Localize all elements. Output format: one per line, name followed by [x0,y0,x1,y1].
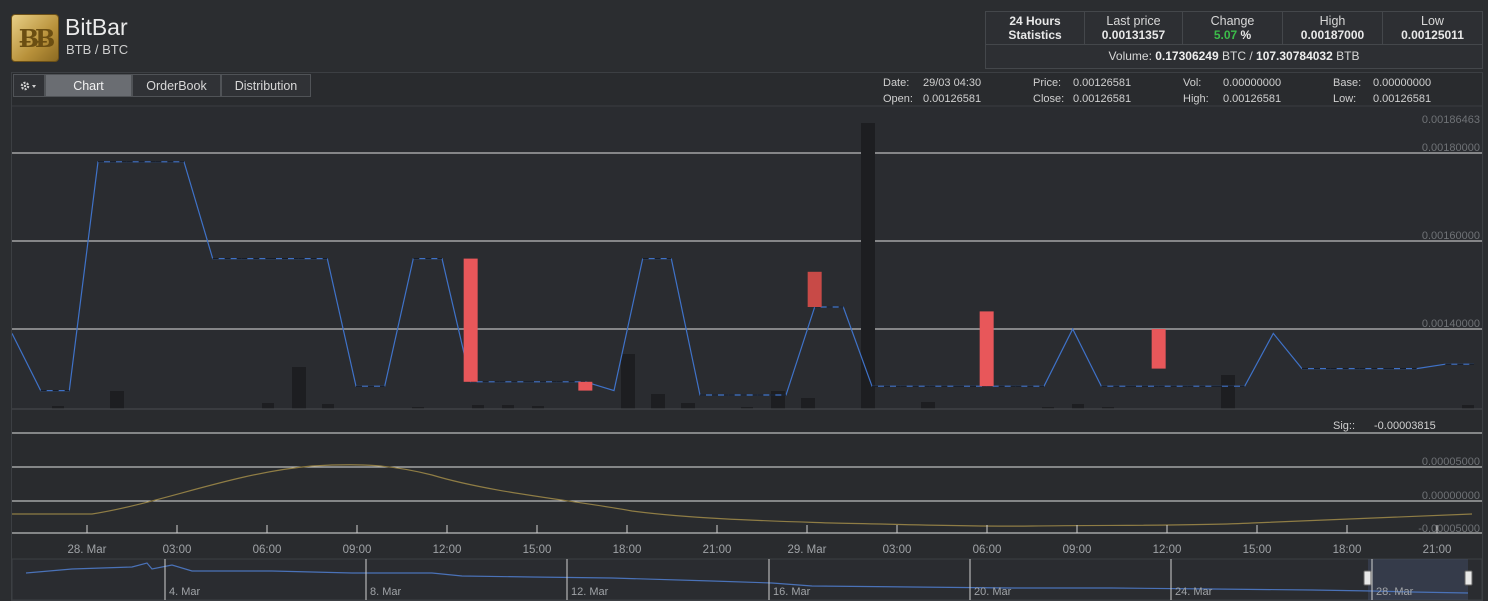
x-label: 18:00 [613,544,642,556]
sig-label: Sig:: [1333,420,1355,432]
x-label: 09:00 [1063,544,1092,556]
change-value: 5.07 [1213,28,1238,42]
tab-distribution[interactable]: Distribution [221,74,311,97]
tab-orderbook[interactable]: OrderBook [132,74,221,97]
x-label: 12:00 [433,544,462,556]
stat-low: Low 0.00125011 [1401,14,1464,42]
volume-bar [771,391,785,409]
app-title: BitBar [65,14,128,40]
volume-bar [472,405,484,409]
sig-line [12,464,1473,527]
ind-label-neg5: -0.00005000 [1418,523,1480,535]
info-price-close: Price: 0.00126581 Close: 0.00126581 [1033,77,1132,105]
volume-bar [1072,404,1084,409]
trading-pair: BTB / BTC [66,42,129,57]
navigator-area [12,558,1482,600]
volume-bar [502,405,514,409]
info-vol-high: Vol: 0.00000000 High: 0.00126581 [1183,77,1282,105]
candle [578,381,593,391]
volume-bar [110,391,124,409]
volume-bar [651,394,665,409]
ind-label-0: 0.00000000 [1422,490,1480,502]
candle [463,258,478,382]
info-base-low: Base: 0.00000000 Low: 0.00126581 [1333,77,1432,105]
header: ɃɃ BitBar BTB / BTC 24 Hours Statistics … [0,0,1488,72]
nav-label: 16. Mar [773,586,811,598]
chart-toolbar: Chart OrderBook Distribution [13,74,311,97]
chart-panel: Chart OrderBook Distribution Date: 29/03 … [11,72,1483,601]
nav-label: 28. Mar [1376,586,1414,598]
indicator-plot-area [12,431,1482,533]
x-label: 21:00 [703,544,732,556]
stat-high: High 0.00187000 [1283,12,1383,44]
nav-label: 12. Mar [571,586,609,598]
volume-bar [532,406,544,409]
volume-bars [52,123,1474,409]
x-label: 29. Mar [788,544,827,556]
navigator-series [25,562,1469,594]
volume-bar [741,407,753,409]
nav-label: 8. Mar [370,586,402,598]
sig-value: -0.00003815 [1374,420,1436,432]
volume-bar [412,407,424,409]
volume-bar [1221,375,1235,409]
x-label: 06:00 [973,544,1002,556]
x-label: 03:00 [163,544,192,556]
volume-bar [1462,405,1474,409]
volume-bar [861,123,875,409]
x-label: 03:00 [883,544,912,556]
caret-down-icon [32,84,36,88]
bitbar-logo: ɃɃ [11,14,59,62]
candle [1151,329,1166,369]
y-label-max: 0.00186463 [1422,114,1480,126]
nav-label: 24. Mar [1175,586,1213,598]
settings-button[interactable] [13,74,45,97]
info-date-open: Date: 29/03 04:30 Open: 0.00126581 [883,77,982,105]
ind-label-5: 0.00005000 [1422,456,1480,468]
volume-bar [801,398,815,409]
time-axis: 28. Mar 03:00 06:00 09:00 12:00 15:00 18… [68,525,1452,556]
volume-bar [921,402,935,409]
volume-bar [292,367,306,409]
tab-chart[interactable]: Chart [45,74,132,97]
stats-title: 24 Hours Statistics [986,12,1085,44]
price-layer [12,161,1474,396]
nav-label: 20. Mar [974,586,1012,598]
navigator[interactable]: 4. Mar 8. Mar 12. Mar 16. Mar 20. Mar 24… [12,558,1482,600]
stat-volume: Volume: 0.17306249 BTC / 107.30784032 BT… [986,44,1482,68]
x-label: 15:00 [523,544,552,556]
stat-last-price: Last price 0.00131357 [1085,12,1183,44]
candle [807,271,822,307]
main-plot-area [12,106,1482,409]
x-label: 18:00 [1333,544,1362,556]
volume-bar [322,404,334,409]
y-label-180: 0.00180000 [1422,142,1480,154]
volume-bar [262,403,274,409]
volume-bar [1042,407,1054,409]
gear-icon [20,81,36,90]
navigator-handle-left[interactable] [1363,570,1372,586]
x-label: 21:00 [1423,544,1452,556]
y-label-140: 0.00140000 [1422,318,1480,330]
navigator-handle-right[interactable] [1464,570,1473,586]
volume-bar [1102,407,1114,409]
price-chart[interactable]: 0.00186463 0.00180000 0.00160000 0.00140… [12,73,1482,600]
x-label: 12:00 [1153,544,1182,556]
stat-change: Change 5.07 % [1183,12,1283,44]
nav-label: 4. Mar [169,586,201,598]
volume-bar [681,403,695,409]
candle [979,311,994,387]
stats-panel: 24 Hours Statistics Last price 0.0013135… [985,11,1483,69]
volume-bar [52,406,64,409]
x-label: 15:00 [1243,544,1272,556]
x-label: 09:00 [343,544,372,556]
x-label: 06:00 [253,544,282,556]
y-label-160: 0.00160000 [1422,230,1480,242]
volume-bar [621,354,635,409]
x-label: 28. Mar [68,544,107,556]
